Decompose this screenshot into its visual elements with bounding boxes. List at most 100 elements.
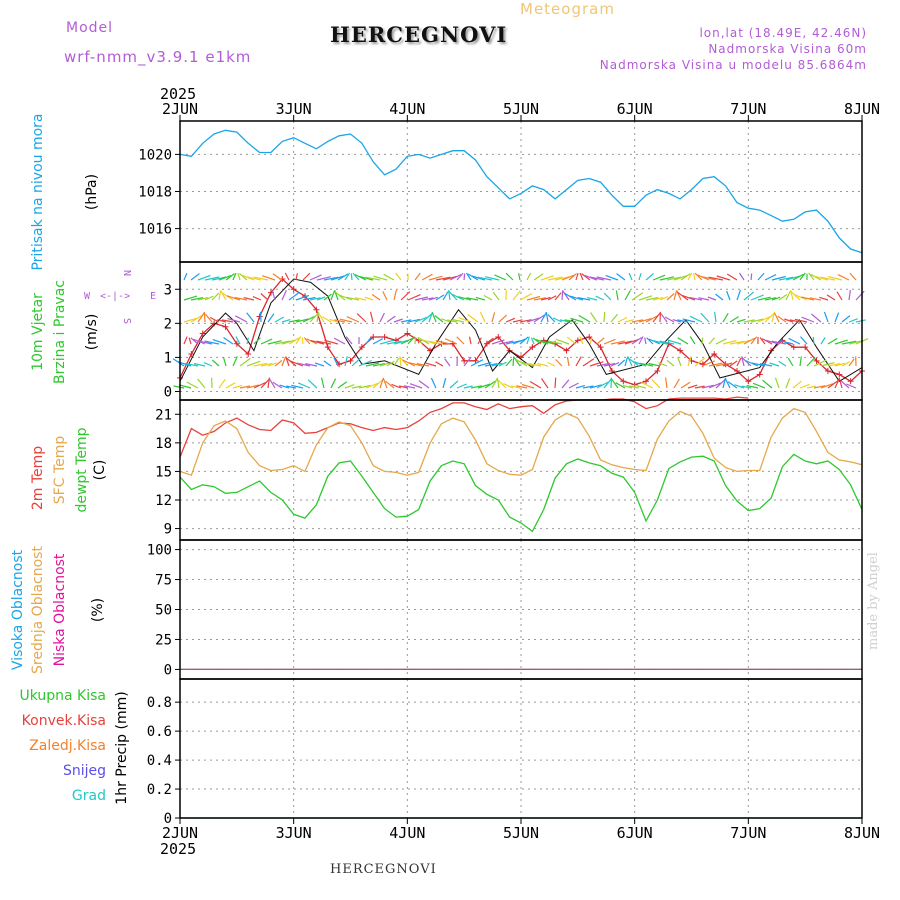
wind-arrow (333, 357, 339, 367)
wind-arrow (295, 294, 310, 301)
wind-arrow (820, 362, 835, 367)
wind-arrow (736, 339, 751, 345)
wind-speed-marker (745, 378, 752, 385)
wind-arrow (458, 317, 472, 323)
wind-arrow (204, 313, 213, 323)
lonlat-text: lon,lat (18.49E, 42.46N) (699, 26, 867, 40)
wind-arrow (286, 385, 297, 389)
wind-arrow (562, 290, 570, 301)
x-tick-label-top: 4JUN (389, 100, 425, 118)
wind-arrow (323, 360, 332, 367)
y-tick-label: 21 (155, 407, 172, 423)
footer-station: HERCEGNOVI (330, 862, 437, 877)
wind-arrow (693, 273, 696, 281)
wind-arrow (578, 314, 591, 323)
year-label-bottom: 2025 (160, 840, 196, 858)
wind-arrow (505, 317, 516, 323)
series-line-dewpt-temp (179, 453, 863, 533)
wind-arrow (365, 362, 380, 367)
wind-speed-marker (677, 347, 684, 354)
wind-arrow (253, 337, 261, 345)
wind-arrow (197, 312, 205, 323)
wind-arrow (520, 361, 535, 367)
wind-arrow (569, 295, 584, 301)
wind-arrow (750, 273, 753, 281)
y-tick-label: 0 (164, 662, 172, 678)
wind-speed-marker (381, 333, 388, 340)
wind-arrow (309, 274, 322, 281)
wind-speed-marker (529, 344, 536, 351)
wind-speed-marker (711, 351, 718, 357)
wind-arrow (352, 272, 360, 281)
wind-arrow (477, 383, 491, 389)
wind-arrow (589, 384, 603, 389)
wind-arrow (372, 338, 384, 345)
wind-arrow (212, 339, 227, 345)
wind-arrow (701, 360, 716, 367)
wind-arrow (302, 296, 316, 301)
wind-arrow (632, 360, 647, 367)
wind-arrow (762, 379, 773, 389)
wind-arrow (316, 311, 319, 323)
wind-arrow (447, 319, 458, 323)
wind-arrow (664, 316, 675, 323)
wind-arrow (823, 311, 829, 323)
wind-arrow (771, 340, 787, 345)
wind-arrow (183, 295, 198, 301)
wind-arrow (414, 296, 428, 301)
wind-arrow (316, 276, 332, 281)
wind-arrow (188, 337, 192, 345)
wind-speed-marker (188, 351, 195, 357)
wind-arrow (579, 272, 584, 281)
x-tick-label-bottom: 6JUN (617, 824, 653, 842)
wind-arrow (448, 290, 458, 301)
wind-arrow (624, 339, 639, 345)
wind-speed-marker (836, 371, 843, 378)
wind-arrow (834, 362, 846, 367)
wind-arrow (759, 337, 766, 345)
wind-arrow (628, 385, 640, 389)
x-tick-label-bottom: 5JUN (503, 824, 539, 842)
wind-arrow (581, 273, 591, 281)
x-tick-label-top: 8JUN (844, 100, 880, 118)
y-tick-label: 1 (164, 350, 172, 366)
wind-arrow (615, 290, 619, 301)
wind-arrow (589, 276, 605, 281)
wind-arrow (442, 291, 449, 301)
wind-arrow (680, 273, 691, 281)
wind-arrow (310, 339, 325, 345)
wind-arrow (806, 385, 817, 389)
wind-arrow (676, 289, 682, 301)
wind-arrow (814, 275, 829, 281)
wind-arrow (393, 318, 403, 323)
wind-arrow (568, 382, 579, 389)
wind-arrow (289, 360, 304, 367)
wind-arrow (700, 312, 710, 323)
wind-arrow (808, 272, 815, 281)
wind-arrow (582, 358, 595, 367)
compass-south: S (121, 318, 132, 324)
wind-arrow (395, 272, 402, 281)
wind-arrow (274, 340, 290, 345)
wind-arrow (253, 362, 268, 367)
wind-speed-marker (495, 333, 502, 340)
wind-arrow (687, 384, 698, 389)
wind-arrow (834, 339, 848, 345)
wind-arrow (359, 275, 374, 281)
wind-arrow (498, 340, 514, 345)
wind-arrow (715, 338, 727, 345)
wind-arrow (530, 337, 535, 345)
pressure-axis-title: Pritisak na nivou mora (30, 113, 46, 270)
wind-arrow (399, 356, 409, 367)
wind-arrow (385, 380, 395, 389)
wind-arrow (344, 272, 351, 281)
wind-arrow (484, 363, 498, 367)
y-tick-label: 9 (164, 522, 172, 538)
wind-arrow (337, 273, 349, 281)
year-label-top: 2025 (160, 85, 196, 103)
wind-arrow (284, 272, 290, 281)
wind-arrow (561, 379, 570, 389)
wind-arrow (738, 272, 745, 281)
wind-arrow (673, 290, 678, 301)
wind-axis-title: 10m Vjetar (30, 293, 46, 371)
